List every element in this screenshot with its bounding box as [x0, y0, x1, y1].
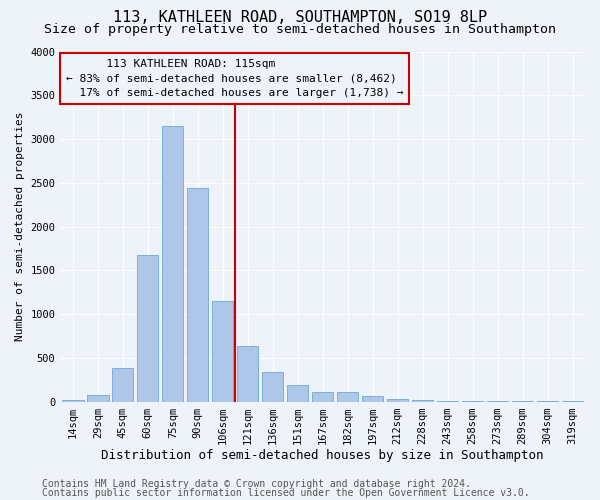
Bar	[362, 396, 383, 402]
Bar	[437, 400, 458, 402]
Bar	[62, 400, 83, 402]
Bar	[162, 126, 184, 402]
Bar	[337, 392, 358, 402]
Bar	[212, 301, 233, 402]
Bar	[312, 392, 334, 402]
Bar	[387, 398, 408, 402]
Bar	[287, 384, 308, 402]
X-axis label: Distribution of semi-detached houses by size in Southampton: Distribution of semi-detached houses by …	[101, 450, 544, 462]
Bar	[412, 400, 433, 402]
Bar	[137, 256, 158, 402]
Bar	[187, 188, 208, 402]
Bar	[87, 394, 109, 402]
Text: Contains HM Land Registry data © Crown copyright and database right 2024.: Contains HM Land Registry data © Crown c…	[42, 479, 471, 489]
Bar	[112, 368, 133, 402]
Text: 113, KATHLEEN ROAD, SOUTHAMPTON, SO19 8LP: 113, KATHLEEN ROAD, SOUTHAMPTON, SO19 8L…	[113, 10, 487, 25]
Text: 113 KATHLEEN ROAD: 115sqm
← 83% of semi-detached houses are smaller (8,462)
  17: 113 KATHLEEN ROAD: 115sqm ← 83% of semi-…	[65, 58, 403, 98]
Text: Size of property relative to semi-detached houses in Southampton: Size of property relative to semi-detach…	[44, 22, 556, 36]
Y-axis label: Number of semi-detached properties: Number of semi-detached properties	[15, 112, 25, 342]
Text: Contains public sector information licensed under the Open Government Licence v3: Contains public sector information licen…	[42, 488, 530, 498]
Bar	[237, 346, 259, 402]
Bar	[262, 372, 283, 402]
